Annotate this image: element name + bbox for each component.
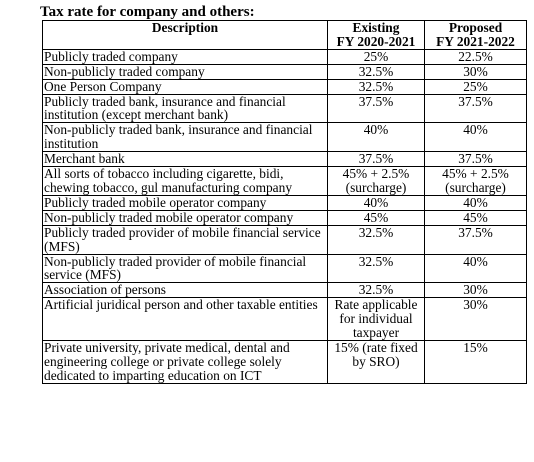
row-existing-rate: 32.5% xyxy=(327,224,425,255)
row-existing-rate: Rate applicable for individual taxpayer xyxy=(327,297,425,341)
row-proposed-rate: 30% xyxy=(424,63,527,80)
header-row: Description Existing FY 2020-2021 Propos… xyxy=(42,20,527,50)
row-proposed-rate: 40% xyxy=(424,122,527,153)
row-description: Private university, private medical, den… xyxy=(42,339,328,384)
row-existing-rate: 40% xyxy=(327,194,425,211)
table-row: All sorts of tobacco including cigarette… xyxy=(42,166,527,196)
row-description: Artificial juridical person and other ta… xyxy=(42,297,328,341)
row-proposed-rate: 45% xyxy=(424,209,527,226)
table-row: Non-publicly traded provider of mobile f… xyxy=(42,253,527,284)
row-description: All sorts of tobacco including cigarette… xyxy=(42,166,328,196)
row-description: Publicly traded provider of mobile finan… xyxy=(42,224,328,255)
table-title: Tax rate for company and others: xyxy=(40,4,255,20)
header-description: Description xyxy=(42,20,328,50)
row-existing-rate: 40% xyxy=(327,122,425,153)
row-proposed-rate: 30% xyxy=(424,297,527,341)
table-row: Publicly traded bank, insurance and fina… xyxy=(42,93,527,124)
row-proposed-rate: 45% + 2.5% (surcharge) xyxy=(424,166,527,196)
row-description: Non-publicly traded provider of mobile f… xyxy=(42,253,328,284)
row-proposed-rate: 40% xyxy=(424,194,527,211)
table-row: Publicly traded provider of mobile finan… xyxy=(42,224,527,255)
document: Tax rate for company and others: Descrip… xyxy=(40,4,527,384)
row-existing-rate: 45% xyxy=(327,209,425,226)
row-description: Non-publicly traded mobile operator comp… xyxy=(42,209,328,226)
table-row: Non-publicly traded company 32.5% 30% xyxy=(42,63,527,80)
row-proposed-rate: 25% xyxy=(424,78,527,95)
row-proposed-rate: 37.5% xyxy=(424,93,527,124)
header-existing-year: FY 2020-2021 xyxy=(336,33,416,49)
row-description: Publicly traded mobile operator company xyxy=(42,194,328,211)
row-proposed-rate: 37.5% xyxy=(424,224,527,255)
table-row: One Person Company 32.5% 25% xyxy=(42,78,527,95)
table-row: Publicly traded company 25% 22.5% xyxy=(42,48,527,65)
header-proposed-year: FY 2021-2022 xyxy=(436,33,515,49)
table-row: Association of persons 32.5% 30% xyxy=(42,282,527,299)
row-existing-rate: 37.5% xyxy=(327,151,425,168)
row-proposed-rate: 15% xyxy=(424,339,527,384)
row-proposed-rate: 40% xyxy=(424,253,527,284)
table-row: Merchant bank 37.5% 37.5% xyxy=(42,151,527,168)
row-existing-rate: 15% (rate fixed by SRO) xyxy=(327,339,425,384)
row-existing-rate: 37.5% xyxy=(327,93,425,124)
row-description: Non-publicly traded company xyxy=(42,63,328,80)
row-existing-rate: 32.5% xyxy=(327,63,425,80)
header-existing-label: Existing xyxy=(352,20,400,35)
row-description: Publicly traded company xyxy=(42,48,328,65)
row-description: Non-publicly traded bank, insurance and … xyxy=(42,122,328,153)
table-row: Non-publicly traded mobile operator comp… xyxy=(42,209,527,226)
table-row: Non-publicly traded bank, insurance and … xyxy=(42,122,527,153)
table-row: Artificial juridical person and other ta… xyxy=(42,297,527,341)
table-row: Publicly traded mobile operator company … xyxy=(42,194,527,211)
tax-rate-table: Description Existing FY 2020-2021 Propos… xyxy=(42,20,527,384)
row-existing-rate: 25% xyxy=(327,48,425,65)
table-row: Private university, private medical, den… xyxy=(42,339,527,384)
row-description: Association of persons xyxy=(42,282,328,299)
row-existing-rate: 32.5% xyxy=(327,78,425,95)
row-description: Merchant bank xyxy=(42,151,328,168)
header-proposed-label: Proposed xyxy=(448,20,503,35)
row-description: One Person Company xyxy=(42,78,328,95)
row-proposed-rate: 37.5% xyxy=(424,151,527,168)
row-proposed-rate: 30% xyxy=(424,282,527,299)
row-existing-rate: 32.5% xyxy=(327,253,425,284)
row-description: Publicly traded bank, insurance and fina… xyxy=(42,93,328,124)
header-existing: Existing FY 2020-2021 xyxy=(327,20,425,50)
header-proposed: Proposed FY 2021-2022 xyxy=(424,20,527,50)
row-proposed-rate: 22.5% xyxy=(424,48,527,65)
row-existing-rate: 45% + 2.5% (surcharge) xyxy=(327,166,425,196)
row-existing-rate: 32.5% xyxy=(327,282,425,299)
